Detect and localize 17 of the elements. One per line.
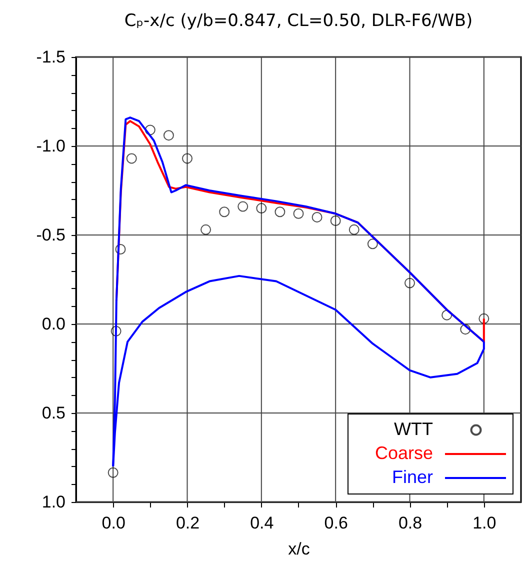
x-tick-label: 1.0 [472,514,496,532]
y-tick-label: -1.0 [36,136,66,156]
x-tick-label: 0.0 [102,514,126,532]
legend-label: Coarse [374,443,433,463]
y-tick-label: 0.0 [42,314,66,334]
chart-title: Cₚ-x/c (y/b=0.847, CL=0.50, DLR-F6/WB) [124,11,473,31]
x-tick-label: 0.4 [250,514,274,532]
x-tick-label: 0.6 [324,514,348,532]
x-axis-title: x/c [288,540,310,558]
y-tick-label: 0.5 [42,404,66,422]
x-tick-label: 0.2 [176,514,200,532]
legend-label: WTT [394,419,433,439]
x-tick-label: 0.8 [398,514,422,532]
legend-label: Finer [392,467,433,487]
y-tick-label: 1.0 [42,492,66,512]
y-tick-label: -1.5 [36,48,66,66]
y-tick-label: -0.5 [36,226,66,244]
